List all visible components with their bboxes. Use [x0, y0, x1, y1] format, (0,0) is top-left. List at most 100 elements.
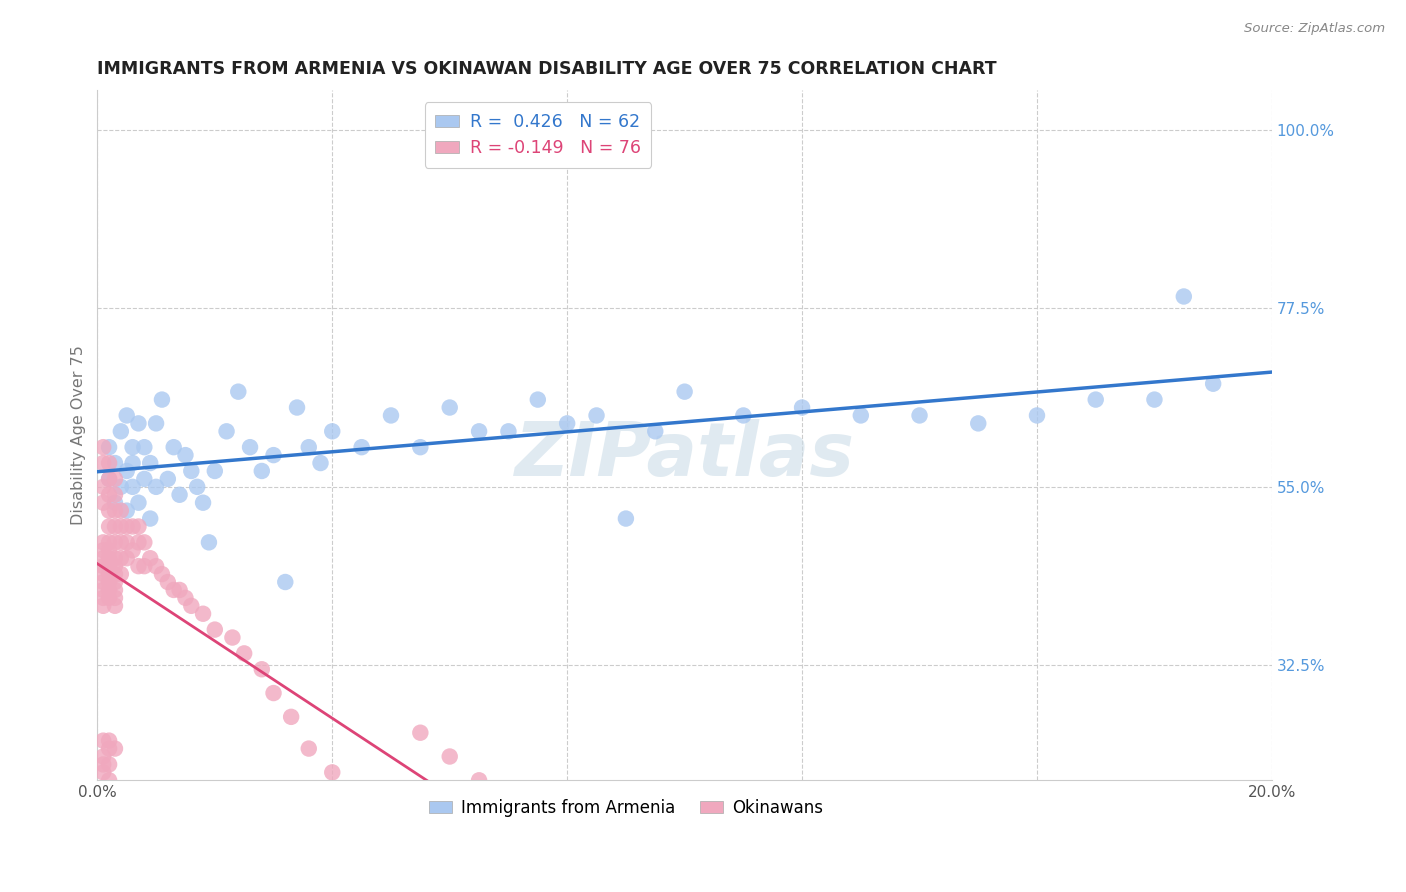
Point: [555, 417, 578, 431]
Point: [115, 519, 138, 533]
Point: [104, 472, 127, 486]
Point: [339, 781, 361, 796]
Point: [1202, 376, 1225, 391]
Point: [91, 591, 114, 605]
Point: [104, 551, 127, 566]
Point: [280, 710, 302, 724]
Point: [908, 409, 931, 423]
Point: [204, 623, 226, 637]
Point: [91, 535, 114, 549]
Point: [127, 559, 149, 574]
Point: [439, 749, 461, 764]
Point: [121, 456, 143, 470]
Y-axis label: Disability Age Over 75: Disability Age Over 75: [72, 345, 86, 525]
Point: [104, 535, 127, 549]
Point: [110, 480, 132, 494]
Point: [174, 448, 197, 462]
Point: [527, 392, 550, 407]
Point: [180, 464, 202, 478]
Point: [1084, 392, 1107, 407]
Point: [298, 440, 321, 454]
Point: [145, 559, 167, 574]
Point: [91, 480, 114, 494]
Point: [91, 496, 114, 510]
Point: [321, 425, 343, 439]
Point: [145, 417, 167, 431]
Point: [91, 559, 114, 574]
Point: [498, 425, 520, 439]
Point: [127, 535, 149, 549]
Point: [298, 741, 321, 756]
Point: [1143, 392, 1166, 407]
Point: [733, 409, 755, 423]
Text: Source: ZipAtlas.com: Source: ZipAtlas.com: [1244, 22, 1385, 36]
Point: [91, 582, 114, 597]
Point: [91, 749, 114, 764]
Point: [98, 543, 121, 558]
Point: [191, 607, 214, 621]
Point: [309, 456, 332, 470]
Text: ZIPatlas: ZIPatlas: [515, 419, 855, 492]
Point: [91, 551, 114, 566]
Point: [98, 503, 121, 517]
Point: [98, 472, 121, 486]
Point: [98, 519, 121, 533]
Point: [104, 567, 127, 582]
Point: [91, 567, 114, 582]
Point: [150, 567, 173, 582]
Point: [134, 472, 156, 486]
Point: [104, 591, 127, 605]
Point: [1173, 289, 1195, 303]
Point: [614, 511, 637, 525]
Point: [110, 425, 132, 439]
Point: [139, 456, 162, 470]
Point: [98, 567, 121, 582]
Point: [98, 456, 121, 470]
Point: [145, 480, 167, 494]
Point: [98, 582, 121, 597]
Point: [91, 456, 114, 470]
Point: [274, 574, 297, 589]
Point: [98, 559, 121, 574]
Point: [98, 440, 121, 454]
Point: [98, 535, 121, 549]
Point: [104, 559, 127, 574]
Point: [250, 464, 273, 478]
Point: [380, 813, 402, 827]
Point: [139, 551, 162, 566]
Point: [790, 401, 813, 415]
Point: [221, 631, 243, 645]
Point: [409, 440, 432, 454]
Point: [104, 503, 127, 517]
Point: [163, 582, 186, 597]
Point: [98, 488, 121, 502]
Point: [91, 765, 114, 780]
Point: [263, 686, 285, 700]
Point: [115, 464, 138, 478]
Point: [849, 409, 872, 423]
Point: [98, 733, 121, 747]
Point: [110, 551, 132, 566]
Point: [174, 591, 197, 605]
Point: [98, 741, 121, 756]
Point: [115, 409, 138, 423]
Point: [204, 464, 226, 478]
Point: [98, 757, 121, 772]
Point: [110, 535, 132, 549]
Point: [191, 496, 214, 510]
Point: [98, 574, 121, 589]
Point: [134, 535, 156, 549]
Point: [104, 488, 127, 502]
Point: [121, 543, 143, 558]
Point: [250, 662, 273, 676]
Point: [169, 582, 191, 597]
Point: [186, 480, 208, 494]
Point: [350, 440, 373, 454]
Point: [321, 765, 343, 780]
Point: [91, 440, 114, 454]
Point: [98, 472, 121, 486]
Point: [169, 488, 191, 502]
Point: [156, 574, 179, 589]
Point: [356, 797, 378, 811]
Point: [150, 392, 173, 407]
